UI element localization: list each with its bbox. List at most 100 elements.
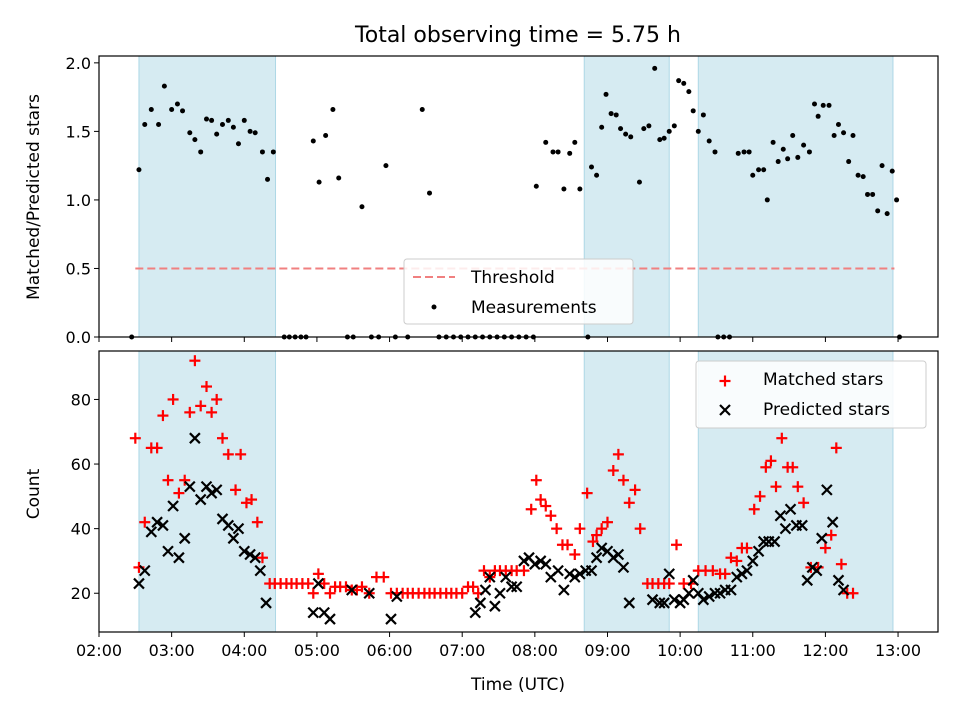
bottom-point-0-101 — [707, 565, 719, 577]
bottom-point-0-13 — [201, 381, 213, 393]
bottom-point-1-0 — [133, 577, 145, 590]
top-point-0-116 — [835, 122, 841, 128]
top-point-0-113 — [820, 102, 826, 108]
bottom-point-1-43 — [529, 558, 541, 570]
top-point-0-124 — [875, 208, 881, 214]
bottom-point-1-60 — [623, 597, 636, 609]
bottom-point-1-14 — [210, 484, 223, 496]
bottom-y-axis-label: Count — [24, 468, 44, 519]
bottom-point-1-84 — [768, 535, 781, 548]
bottom-point-1-22 — [254, 564, 267, 577]
top-point-0-20 — [247, 128, 253, 134]
bottom-point-1-59 — [617, 561, 630, 574]
bottom-point-0-72 — [535, 494, 547, 506]
bottom-point-0-89 — [629, 484, 641, 496]
bottom-point-1-8 — [178, 532, 191, 545]
bottom-point-0-109 — [754, 490, 766, 502]
top-point-0-17 — [230, 124, 236, 130]
bottom-point-0-113 — [776, 432, 788, 444]
bottom-point-1-1 — [138, 564, 151, 577]
top-point-0-3 — [148, 106, 154, 112]
legend-predicted-label: Predicted stars — [763, 400, 890, 420]
bottom-point-0-87 — [617, 474, 629, 486]
top-point-0-63 — [561, 186, 567, 192]
legend-matched-swatch — [719, 375, 731, 387]
bottom-point-1-96 — [832, 574, 845, 587]
top-point-0-59 — [533, 183, 539, 189]
bottom-point-1-13 — [205, 487, 218, 499]
bottom-point-1-28 — [346, 584, 358, 596]
top-point-0-110 — [806, 149, 812, 155]
top-point-0-121 — [860, 174, 866, 180]
bottom-point-0-35 — [324, 587, 336, 599]
bottom-point-1-33 — [474, 597, 487, 609]
top-point-0-73 — [613, 112, 619, 118]
top-point-0-102 — [764, 197, 770, 203]
bottom-panel: 20 40 60 80 02:00 03:00 04:00 05:00 06:00 07:00 08… — [71, 350, 939, 660]
top-point-0-69 — [594, 172, 600, 178]
bottom-point-1-62 — [654, 597, 666, 609]
top-point-0-96 — [735, 150, 741, 156]
bottom-point-0-44 — [378, 571, 390, 583]
bottom-point-1-5 — [162, 545, 174, 558]
bottom-point-1-77 — [731, 571, 743, 583]
bottom-point-1-74 — [714, 587, 726, 600]
top-point-0-79 — [646, 123, 652, 129]
top-point-0-90 — [700, 112, 706, 118]
bottom-point-1-64 — [663, 568, 676, 580]
bottom-point-1-49 — [563, 568, 576, 580]
bottom-point-1-10 — [189, 432, 201, 444]
top-point-0-24 — [270, 149, 276, 155]
top-point-0-37 — [359, 204, 365, 210]
bottom-point-0-84 — [601, 516, 613, 528]
bottom-point-1-45 — [539, 558, 552, 570]
top-point-0-10 — [192, 137, 198, 143]
bottom-point-0-112 — [770, 481, 782, 493]
top-point-0-126 — [884, 211, 890, 217]
bottom-point-1-76 — [725, 584, 737, 596]
top-point-0-68 — [589, 164, 595, 170]
bottom-point-1-29 — [363, 587, 376, 600]
bottom-point-1-85 — [774, 509, 787, 522]
bottom-legend-box — [695, 360, 927, 429]
bottom-point-0-17 — [222, 448, 234, 460]
top-point-0-4 — [156, 122, 162, 128]
top-point-0-70 — [599, 124, 605, 130]
bottom-point-0-85 — [607, 465, 619, 477]
bottom-point-0-120 — [819, 542, 831, 554]
top-point-0-82 — [661, 135, 667, 141]
bottom-point-1-40 — [510, 581, 523, 593]
bottom-point-1-72 — [703, 590, 715, 603]
top-point-0-108 — [795, 154, 801, 160]
top-point-0-100 — [756, 167, 762, 173]
bottom-point-0-15 — [211, 393, 223, 405]
bottom-point-1-37 — [494, 587, 506, 600]
bottom-point-1-89 — [796, 519, 808, 532]
bottom-point-0-90 — [634, 523, 646, 535]
bottom-point-1-90 — [801, 574, 814, 587]
bottom-point-0-62 — [478, 565, 490, 577]
bottom-point-1-2 — [145, 526, 158, 538]
legend-matched-label: Matched stars — [763, 370, 883, 390]
bottom-point-1-54 — [590, 551, 603, 564]
bottom-point-0-103 — [719, 568, 731, 580]
top-point-0-40 — [383, 163, 389, 169]
top-point-0-84 — [671, 123, 677, 129]
top-point-0-127 — [889, 168, 895, 174]
bottom-point-1-58 — [612, 548, 625, 561]
top-point-0-16 — [225, 117, 231, 123]
bottom-point-0-81 — [587, 536, 599, 548]
bottom-xtick-label-0: 02:00 — [76, 641, 122, 660]
bottom-point-0-75 — [551, 523, 563, 535]
bottom-xtick-label-3: 05:00 — [294, 641, 340, 660]
bottom-point-1-78 — [736, 568, 748, 580]
top-legend: Threshold Measurements — [403, 258, 634, 325]
bottom-point-0-21 — [246, 494, 258, 506]
bottom-ytick-label-2: 60 — [71, 455, 91, 474]
legend-threshold-label: Threshold — [470, 268, 555, 288]
bottom-point-1-7 — [173, 551, 185, 564]
bottom-point-0-23 — [256, 552, 268, 564]
bottom-point-1-9 — [184, 480, 196, 493]
bottom-point-0-18 — [230, 484, 242, 496]
top-point-0-14 — [214, 131, 220, 137]
